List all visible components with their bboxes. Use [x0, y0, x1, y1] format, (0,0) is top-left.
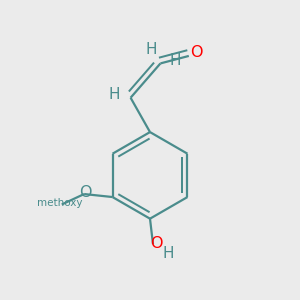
- Text: H: H: [146, 42, 157, 57]
- Text: O: O: [190, 46, 203, 61]
- Text: methoxy: methoxy: [38, 198, 83, 208]
- Text: O: O: [150, 236, 163, 251]
- Text: O: O: [80, 185, 92, 200]
- Text: H: H: [108, 87, 120, 102]
- Text: H: H: [163, 245, 174, 260]
- Text: H: H: [169, 53, 181, 68]
